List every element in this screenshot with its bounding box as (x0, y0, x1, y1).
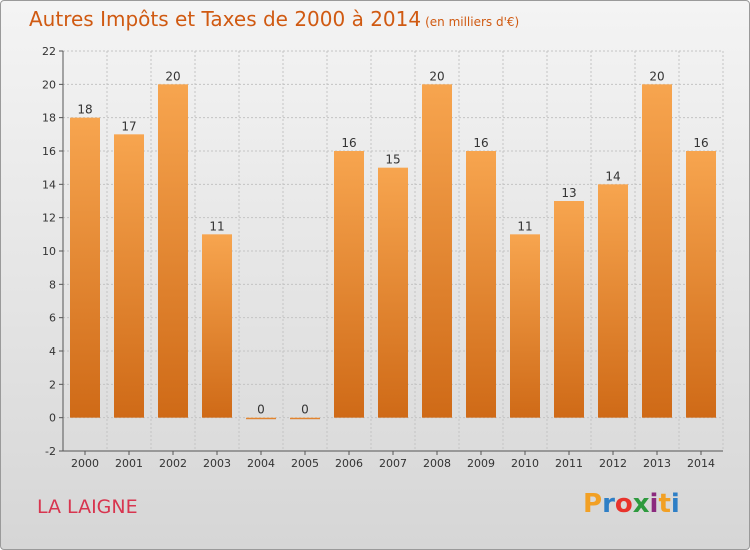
x-tick-label-2011: 2011 (555, 457, 583, 470)
value-label-2012: 14 (605, 169, 620, 183)
y-tick-label: 10 (42, 245, 56, 258)
y-tick-label: 4 (49, 345, 56, 358)
bar-2001 (114, 134, 144, 418)
chart-unit: (en milliers d'€) (425, 15, 520, 29)
value-label-2011: 13 (561, 186, 576, 200)
bar-2006 (334, 151, 364, 418)
value-label-2006: 16 (341, 136, 356, 150)
chart-title: Autres Impôts et Taxes de 2000 à 2014 (en… (29, 7, 519, 31)
y-tick-label: 20 (42, 78, 56, 91)
x-tick-label-2014: 2014 (687, 457, 715, 470)
value-label-2004: 0 (257, 403, 265, 417)
x-tick-label-2008: 2008 (423, 457, 451, 470)
bar-2007 (378, 167, 408, 418)
x-tick-label-2003: 2003 (203, 457, 231, 470)
bar-2004 (246, 417, 276, 420)
logo-letter: x (632, 489, 650, 519)
x-tick-label-2000: 2000 (71, 457, 99, 470)
x-tick-label-2004: 2004 (247, 457, 275, 470)
y-tick-label: 2 (49, 378, 56, 391)
value-label-2014: 16 (693, 136, 708, 150)
bar-2000 (70, 117, 100, 418)
value-label-2009: 16 (473, 136, 488, 150)
bar-2011 (554, 201, 584, 418)
chart-title-text: Autres Impôts et Taxes de 2000 à 2014 (29, 7, 422, 31)
bar-2002 (158, 84, 188, 418)
value-label-2000: 18 (77, 103, 92, 117)
bar-2013 (642, 84, 672, 418)
x-tick-label-2010: 2010 (511, 457, 539, 470)
place-name: LA LAIGNE (37, 496, 138, 518)
logo-letter: i (649, 489, 659, 519)
bar-2005 (290, 417, 320, 420)
value-label-2003: 11 (209, 219, 224, 233)
y-tick-label: 0 (49, 412, 56, 425)
value-label-2010: 11 (517, 219, 532, 233)
value-label-2001: 17 (121, 119, 136, 133)
x-tick-label-2001: 2001 (115, 457, 143, 470)
bar-2010 (510, 234, 540, 418)
axes (59, 50, 723, 455)
y-tick-label: 22 (42, 45, 56, 58)
x-tick-label-2002: 2002 (159, 457, 187, 470)
value-label-2007: 15 (385, 153, 400, 167)
proxiti-logo: Proxiti (583, 489, 680, 519)
x-tick-label-2005: 2005 (291, 457, 319, 470)
bar-2003 (202, 234, 232, 418)
logo-letter: t (658, 489, 671, 519)
bar-2014 (686, 151, 716, 418)
y-tick-label: 12 (42, 212, 56, 225)
logo-letter: i (670, 489, 680, 519)
logo-letter: o (614, 489, 633, 519)
x-tick-label-2009: 2009 (467, 457, 495, 470)
y-tick-label: 8 (49, 278, 56, 291)
value-label-2008: 20 (429, 69, 444, 83)
logo-letter: r (602, 489, 615, 519)
bar-2009 (466, 151, 496, 418)
y-tick-label: 18 (42, 112, 56, 125)
bar-2008 (422, 84, 452, 418)
x-tick-label-2013: 2013 (643, 457, 671, 470)
x-tick-label-2006: 2006 (335, 457, 363, 470)
y-tick-label: -2 (45, 445, 56, 458)
y-tick-label: 6 (49, 312, 56, 325)
value-label-2002: 20 (165, 69, 180, 83)
labels: -202468101214161820221820001720012020021… (42, 45, 715, 470)
y-tick-label: 14 (42, 178, 56, 191)
bars (70, 84, 716, 420)
logo-letter: P (583, 489, 603, 519)
value-label-2013: 20 (649, 69, 664, 83)
value-label-2005: 0 (301, 403, 309, 417)
x-tick-label-2007: 2007 (379, 457, 407, 470)
y-tick-label: 16 (42, 145, 56, 158)
x-tick-label-2012: 2012 (599, 457, 627, 470)
bar-2012 (598, 184, 628, 418)
